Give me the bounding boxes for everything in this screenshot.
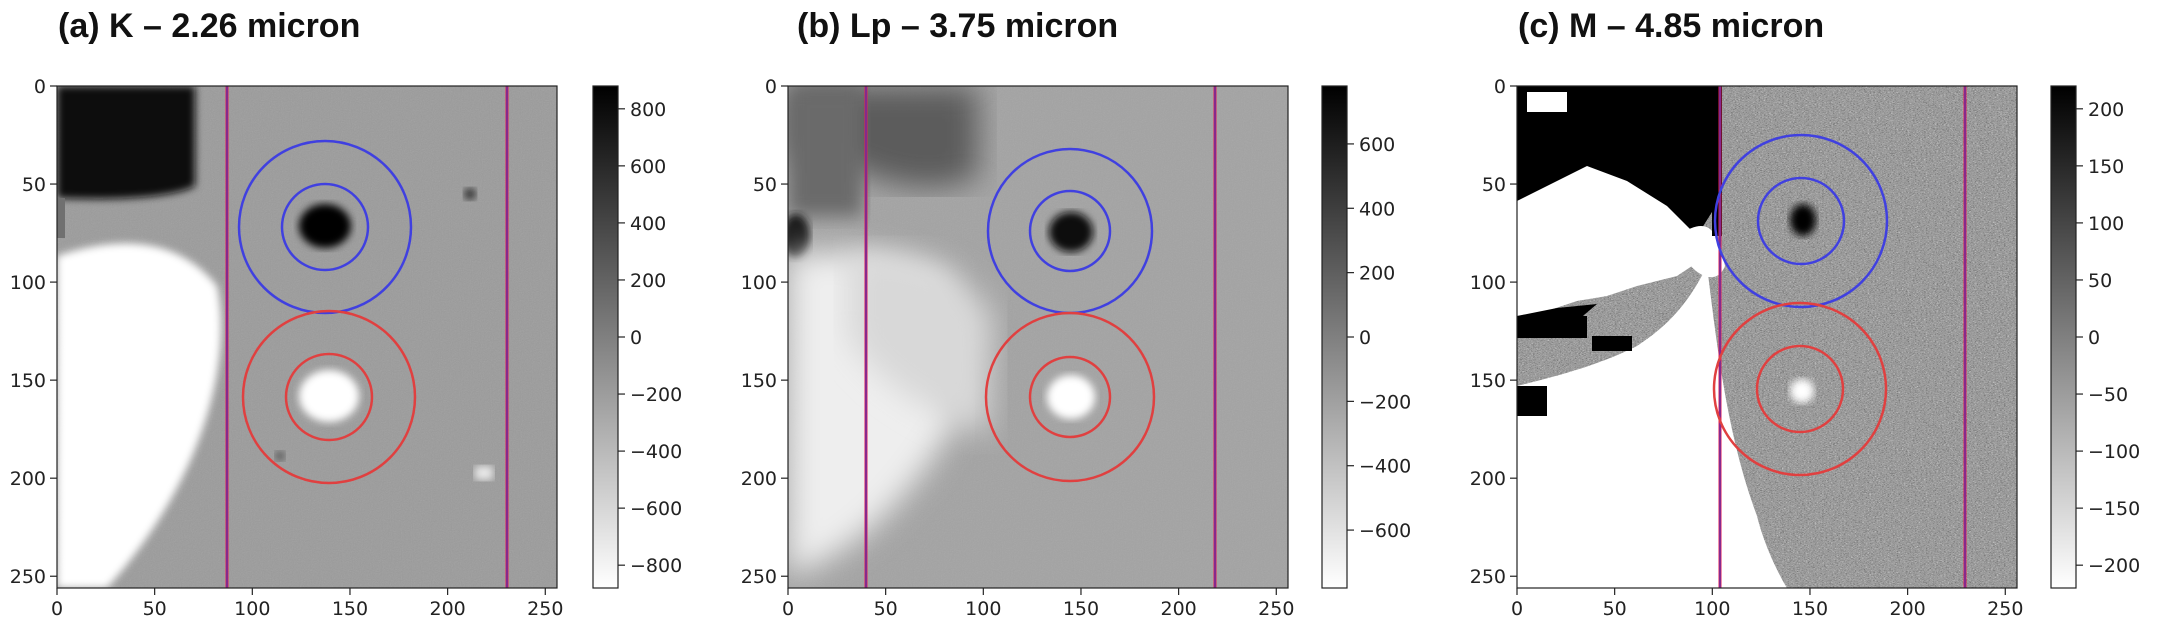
panel-a-red-inner-aperture [284, 352, 374, 442]
panel-b-y-axis: 0 50 100 150 200 250 [741, 76, 788, 588]
panel-a-title: (a) K – 2.26 micron [58, 7, 360, 45]
panel-a-blue-inner-aperture [280, 182, 370, 272]
y-tick-label: 250 [10, 566, 46, 588]
y-tick-label: 200 [741, 468, 777, 490]
panel-b: (b) Lp – 3.75 micron [741, 7, 1411, 620]
x-tick-label: 100 [1694, 598, 1730, 620]
colorbar-tick-label: −100 [2088, 441, 2140, 463]
colorbar-tick-label: −150 [2088, 498, 2140, 520]
colorbar-tick-label: 150 [2088, 156, 2124, 178]
colorbar-tick-label: −400 [1359, 456, 1411, 478]
panel-c-title: (c) M – 4.85 micron [1518, 7, 1824, 45]
y-tick-label: 150 [741, 370, 777, 392]
y-tick-label: 150 [10, 370, 46, 392]
colorbar-tick-label: 0 [1359, 327, 1371, 349]
x-tick-label: 150 [1063, 598, 1099, 620]
colorbar-tick-label: −50 [2088, 384, 2128, 406]
panel-c-blue-inner-aperture [1756, 176, 1846, 266]
y-tick-label: 0 [34, 76, 46, 98]
colorbar-tick-label: 100 [2088, 213, 2124, 235]
y-tick-label: 50 [1482, 174, 1506, 196]
colorbar-tick-label: 0 [630, 327, 642, 349]
x-tick-label: 0 [782, 598, 794, 620]
colorbar-tick-label: −400 [630, 441, 682, 463]
panel-b-title: (b) Lp – 3.75 micron [797, 7, 1118, 45]
colorbar-tick-label: 200 [2088, 99, 2124, 121]
panel-c: (c) M – 4.85 micron [1470, 7, 2140, 620]
x-tick-label: 50 [874, 598, 898, 620]
x-tick-label: 50 [1603, 598, 1627, 620]
panel-c-red-inner-aperture [1755, 344, 1845, 434]
y-tick-label: 250 [741, 566, 777, 588]
colorbar-tick-label: −600 [1359, 520, 1411, 542]
colorbar-tick-label: 600 [630, 156, 666, 178]
y-tick-label: 100 [1470, 272, 1506, 294]
colorbar-tick-label: −800 [630, 555, 682, 577]
y-tick-label: 0 [765, 76, 777, 98]
x-tick-label: 200 [1889, 598, 1925, 620]
panel-c-colorbar: 200 150 100 50 0 −50 −100 −150 −200 [2050, 85, 2140, 589]
colorbar-tick-label: 600 [1359, 134, 1395, 156]
panel-c-y-axis: 0 50 100 150 200 250 [1470, 76, 1517, 588]
y-tick-label: 200 [10, 468, 46, 490]
colorbar-tick-label: −600 [630, 498, 682, 520]
panel-b-red-inner-aperture [1028, 355, 1112, 439]
colorbar-tick-label: −200 [2088, 555, 2140, 577]
panel-b-colorbar: 600 400 200 0 −200 −400 −600 [1321, 85, 1411, 589]
colorbar-tick-label: −200 [1359, 391, 1411, 413]
panel-a-image [56, 85, 558, 589]
x-tick-label: 200 [1160, 598, 1196, 620]
panel-b-x-axis: 0 50 100 150 200 250 [782, 588, 1294, 620]
panel-a-blue-outer-aperture [237, 139, 413, 315]
panel-c-blue-outer-aperture [1713, 133, 1889, 309]
x-tick-label: 150 [1792, 598, 1828, 620]
x-tick-label: 50 [143, 598, 167, 620]
panel-a-x-axis: 0 50 100 150 200 250 [51, 588, 563, 620]
y-tick-label: 0 [1494, 76, 1506, 98]
panel-c-red-outer-aperture [1712, 301, 1888, 477]
colorbar-tick-label: 50 [2088, 270, 2112, 292]
y-tick-label: 100 [10, 272, 46, 294]
y-tick-label: 150 [1470, 370, 1506, 392]
colorbar-tick-label: 0 [2088, 327, 2100, 349]
colorbar-tick-label: −200 [630, 384, 682, 406]
panel-b-red-outer-aperture [984, 311, 1156, 483]
x-tick-label: 0 [1511, 598, 1523, 620]
x-tick-label: 100 [234, 598, 270, 620]
y-tick-label: 100 [741, 272, 777, 294]
panel-c-x-axis: 0 50 100 150 200 250 [1511, 588, 2023, 620]
x-tick-label: 150 [332, 598, 368, 620]
y-tick-label: 200 [1470, 468, 1506, 490]
colorbar-tick-label: 200 [630, 270, 666, 292]
panel-a: (a) K – 2.26 micron [10, 7, 682, 620]
panel-a-red-outer-aperture [241, 309, 417, 485]
colorbar-tick-label: 400 [1359, 198, 1395, 220]
x-tick-label: 0 [51, 598, 63, 620]
y-tick-label: 250 [1470, 566, 1506, 588]
colorbar-tick-label: 800 [630, 99, 666, 121]
panel-b-blue-inner-aperture [1028, 189, 1112, 273]
y-tick-label: 50 [753, 174, 777, 196]
y-tick-label: 50 [22, 174, 46, 196]
panel-a-y-axis: 0 50 100 150 200 250 [10, 76, 57, 588]
x-tick-label: 250 [1258, 598, 1294, 620]
panel-c-image [1516, 85, 2018, 589]
colorbar-tick-label: 200 [1359, 263, 1395, 285]
x-tick-label: 200 [429, 598, 465, 620]
panel-b-image [787, 85, 1289, 589]
panel-a-colorbar: 800 600 400 200 0 −200 −400 −600 −800 [592, 85, 682, 589]
colorbar-tick-label: 400 [630, 213, 666, 235]
x-tick-label: 250 [1987, 598, 2023, 620]
x-tick-label: 250 [527, 598, 563, 620]
x-tick-label: 100 [965, 598, 1001, 620]
